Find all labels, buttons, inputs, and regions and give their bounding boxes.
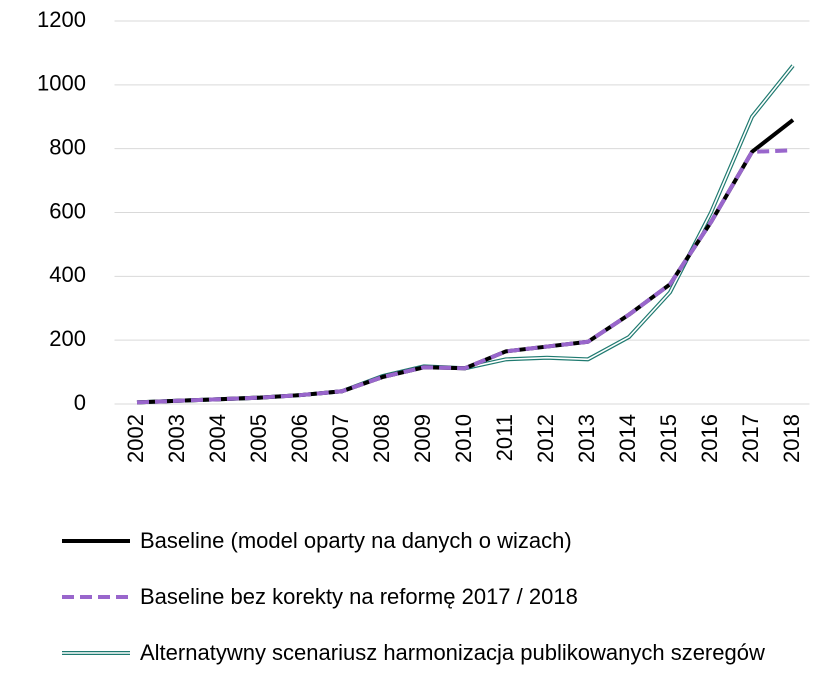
x-tick-label: 2005 [246,414,271,463]
x-tick-label: 2011 [492,414,517,461]
x-tick-label: 2016 [697,414,722,463]
x-tick-label: 2009 [410,414,435,463]
legend-label: Baseline bez korekty na reformę 2017 / 2… [140,584,578,609]
chart: 0 200 400 600 800 1000 1200 2002 2003 2004 2005 200… [37,7,810,463]
x-tick-label: 2018 [779,414,804,463]
x-tick-label: 2015 [656,414,681,463]
series-line [136,148,794,405]
legend-swatch [62,651,130,655]
legend-swatch [62,595,130,599]
x-tick-label: 2008 [369,414,394,463]
x-tick-label: 2013 [574,414,599,463]
legend-item: Alternatywny scenariusz harmonizacja pub… [60,640,800,666]
y-tick-label: 1200 [37,7,86,32]
legend-label: Alternatywny scenariusz harmonizacja pub… [140,640,765,665]
x-tick-label: 2004 [205,414,230,463]
y-tick-label: 200 [49,326,86,351]
x-tick-label: 2010 [451,414,476,463]
y-tick-label: 600 [49,198,86,223]
x-tick-label: 2006 [287,414,312,463]
x-tick-label: 2003 [164,414,189,463]
series-line [136,64,795,405]
legend-item: Baseline bez korekty na reformę 2017 / 2… [60,584,800,610]
x-tick-label: 2014 [615,414,640,463]
legend-item: Baseline (model oparty na danych o wizac… [60,528,800,554]
x-tick-label: 2017 [738,414,763,463]
y-tick-label: 1000 [37,71,86,96]
series-line [136,118,795,405]
y-tick-label: 0 [74,390,86,415]
series-line-inner [136,65,794,404]
legend-label: Baseline (model oparty na danych o wizac… [140,528,572,553]
legend-swatch [62,539,130,543]
x-tick-label: 2002 [123,414,148,463]
y-tick-label: 800 [49,134,86,159]
x-tick-label: 2007 [328,414,353,463]
x-tick-label: 2012 [533,414,558,463]
y-tick-label: 400 [49,262,86,287]
